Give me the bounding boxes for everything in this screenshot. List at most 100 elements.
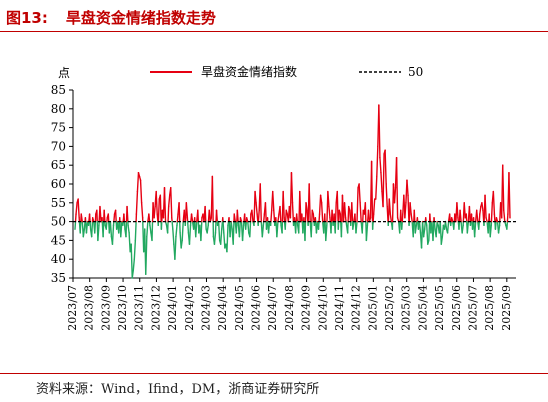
series-point (168, 205, 170, 208)
series-point (435, 236, 437, 238)
series-segment (468, 205, 471, 223)
series-point (87, 224, 90, 226)
series-point (297, 224, 299, 226)
series-segment (200, 220, 203, 242)
series-segment (265, 220, 268, 230)
series-point (131, 277, 133, 279)
series-segment (428, 220, 431, 242)
x-ticks: 2023/07 2023/08 2023/09 2023/10 2023/11 2023/… (66, 278, 513, 331)
series-segment (192, 220, 196, 230)
series-point (112, 224, 115, 226)
source-note: 资料来源：Wind，Ifind，DM，浙商证券研究所 (36, 382, 320, 397)
series-point (91, 236, 93, 238)
series-point (124, 228, 126, 230)
series-segment (180, 239, 183, 249)
series-point (314, 217, 316, 219)
series-point (265, 228, 268, 230)
series-point (502, 164, 504, 166)
series-point (463, 202, 465, 204)
series-segment (388, 198, 392, 215)
series-segment (223, 232, 226, 249)
series-segment (243, 213, 246, 223)
series-segment (456, 202, 459, 219)
series-point (122, 224, 124, 226)
series-point (402, 213, 404, 215)
series-segment (233, 213, 236, 223)
series-segment (310, 220, 313, 238)
series-segment (109, 220, 113, 238)
series-point (334, 232, 336, 234)
x-tick-label: 2023/12 (149, 285, 162, 331)
series-point (141, 202, 143, 204)
series-point (390, 221, 392, 223)
series-point (159, 194, 161, 196)
series-segment (490, 202, 494, 223)
series-point (130, 243, 132, 245)
series-point (77, 198, 79, 200)
series-point (414, 232, 416, 234)
series-point (458, 228, 460, 230)
series-point (393, 202, 396, 204)
series-point (405, 202, 407, 204)
series-segment (319, 194, 323, 204)
series-point (423, 236, 425, 238)
series-point (113, 213, 116, 215)
figure-title-row: 图13: 旱盘资金情绪指数走势 (6, 4, 216, 30)
series-segment (384, 149, 387, 185)
series-point (222, 217, 224, 219)
series-point (151, 239, 153, 241)
series-point (225, 243, 227, 245)
series-point (95, 213, 97, 215)
series-segment (190, 213, 194, 223)
series-point (150, 232, 152, 234)
series-point (169, 194, 171, 196)
series-point (103, 209, 105, 211)
series-point (471, 228, 474, 230)
series-point (285, 209, 287, 211)
series-point (407, 194, 409, 196)
series-segment (170, 187, 173, 219)
series-point (438, 232, 440, 234)
series-segment (79, 220, 82, 234)
series-point (347, 232, 349, 234)
series-point (451, 217, 453, 219)
series-point (431, 221, 433, 223)
series-point (429, 213, 431, 215)
series-segment (506, 213, 509, 223)
series-segment (375, 175, 378, 200)
series-point (165, 224, 168, 226)
series-point (278, 213, 280, 215)
series-point (158, 198, 160, 200)
series-point (311, 209, 313, 211)
series-point (292, 224, 295, 226)
series-segment (492, 190, 496, 215)
series-point (200, 239, 202, 241)
series-segment (294, 220, 297, 234)
series-segment (171, 220, 174, 230)
series-point (226, 251, 228, 253)
series-point (432, 239, 434, 241)
x-tick-label: 2024/02 (183, 285, 196, 331)
series-segment (114, 209, 117, 223)
series-point (434, 228, 436, 230)
series-point (317, 228, 320, 230)
series-segment (328, 205, 331, 219)
series-segment (77, 198, 80, 219)
series-point (486, 221, 488, 223)
series-point (276, 236, 278, 238)
series-segment (195, 220, 198, 238)
series-segment (355, 220, 358, 234)
series-point (425, 217, 427, 219)
series-segment (159, 194, 162, 223)
series-point (456, 202, 458, 204)
series-point (399, 232, 401, 234)
legend-label-reference: 50 (408, 65, 423, 79)
series-point (479, 213, 481, 215)
series-point (331, 209, 333, 211)
series-point (395, 157, 398, 159)
series-point (96, 209, 98, 211)
series-point (146, 236, 148, 238)
series-point (333, 213, 335, 215)
series-point (481, 202, 483, 204)
series-point (476, 209, 478, 211)
